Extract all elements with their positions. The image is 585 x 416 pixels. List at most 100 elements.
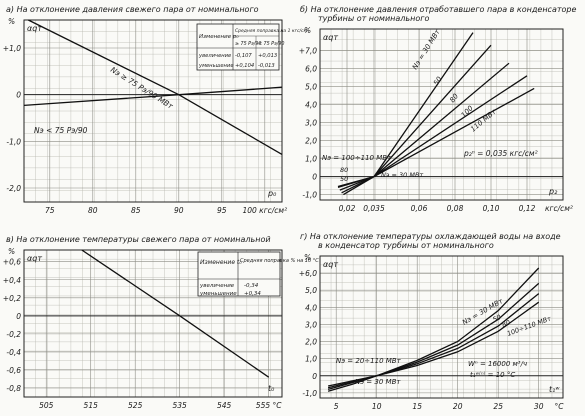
panel-d: 5 10 15 20 25 30 °C +6,0 5,0 4,0 3,0 2,0 1,0 0 -1,0% αq… <box>299 232 564 411</box>
curve-label: Nэ = 20÷110 МВт <box>336 357 402 365</box>
y-tick-label: 1,0 <box>305 155 317 164</box>
x-tick-label: 0,08 <box>447 204 464 213</box>
panel-c: 505 515 525 535 545 555 °C +0,6 +0,4 +0,2 0 -0,2 -0… <box>3 235 319 410</box>
x-tick-label: 505 <box>39 401 54 410</box>
y-axis-symbol: αqт <box>323 33 338 42</box>
y-tick-label: 0 <box>16 312 21 321</box>
x-axis-symbol: t₀ <box>268 384 275 393</box>
x-tick-label: 95 <box>217 206 227 215</box>
table-row-label: увеличение <box>199 283 235 289</box>
x-tick-label: 555 °C <box>256 401 282 410</box>
y-tick-label: +6,0 <box>299 269 317 278</box>
x-tick-label: 85 <box>131 206 141 215</box>
y-tick-label: -0,6 <box>6 366 21 375</box>
y-tick-label: -1,0 <box>302 389 317 398</box>
y-tick-label: 0 <box>312 372 317 381</box>
x-axis-symbol: t₁ʷ <box>549 385 560 394</box>
series-line-3 <box>327 301 540 387</box>
y-axis-symbol: αqт <box>27 24 42 33</box>
x-tick-label: 525 <box>128 401 143 410</box>
table-row-label: уменьшение <box>199 291 237 297</box>
table-header: Изменение t₀ <box>200 259 242 266</box>
x-tick-label: 20 <box>453 402 463 411</box>
grid <box>320 29 563 200</box>
y-tick-label: -1,0 <box>6 137 21 146</box>
x-tick-label: 25 <box>493 402 503 411</box>
y-tick-label: +0,2 <box>3 294 21 303</box>
series-line-1 <box>23 86 283 107</box>
curve-label: 50 <box>491 313 502 324</box>
series-line-0 <box>327 267 540 392</box>
y-tick-label: 6,0 <box>305 65 317 74</box>
table-cell: +0,104 <box>235 63 254 69</box>
table-header: Средняя поправка на 1 кгс/см² <box>235 28 309 34</box>
table-cell: +0,013 <box>258 53 277 59</box>
curve-label: Nэ < 75 Pэ/90 <box>34 126 88 135</box>
series-line-0 <box>81 249 270 378</box>
y-tick-label: -2,0 <box>6 184 21 193</box>
curve-label: Nэ = 30 МВт <box>381 171 423 179</box>
panel-title: б) На отклонение давления отработавшего … <box>300 5 576 14</box>
table-subheader: < 75 Pэ/90 <box>258 41 284 47</box>
panel-b: 0,02 0,035 0,06 0,08 0,10 0,12 кгс/см² +7,0 6,0 5… <box>299 5 577 213</box>
y-tick-label: -0,2 <box>6 330 21 339</box>
y-axis-symbol: αqт <box>27 254 42 263</box>
plot-frame <box>23 249 283 398</box>
table-frame <box>197 251 281 297</box>
x-tick-label: 0,10 <box>483 204 500 213</box>
panel-title: а) На отклонение давления свежего пара о… <box>6 5 259 14</box>
x-tick-label: °C <box>555 402 565 411</box>
table-header: Средняя поправка % на 10 °C <box>240 258 319 264</box>
panel-title: г) На отклонение температуры охлаждающей… <box>300 232 561 241</box>
table-cell: -0,107 <box>235 53 252 59</box>
x-tick-label: 515 <box>84 401 99 410</box>
y-axis-unit: % <box>8 17 15 26</box>
curve-label: 100 <box>460 104 475 120</box>
panel-title: в) На отклонение температуры свежего пар… <box>6 235 271 244</box>
y-tick-label: 5,0 <box>305 83 317 92</box>
x-tick-label: 10 <box>372 402 382 411</box>
x-axis-symbol: p₂ <box>548 187 558 196</box>
x-tick-label: кгс/см² <box>545 204 573 213</box>
curve-label: Nэ = 30 МВт <box>355 378 401 386</box>
y-tick-label: +1,0 <box>3 44 21 53</box>
x-tick-label: 80 <box>88 206 98 215</box>
x-tick-label: 75 <box>45 206 55 215</box>
y-axis-symbol: αqт <box>323 260 338 269</box>
y-tick-label: 1,0 <box>305 355 317 364</box>
x-tick-label: 0,035 <box>363 204 385 213</box>
y-tick-label: 2,0 <box>305 338 317 347</box>
plot-frame <box>23 19 283 203</box>
curve-label: Nэ = 30 МВт <box>411 27 442 71</box>
y-tick-label: 3,0 <box>305 119 317 128</box>
y-tick-label: +0,4 <box>3 276 21 285</box>
y-tick-label: 4,0 <box>305 101 317 110</box>
y-tick-label: -0,8 <box>6 384 21 393</box>
series-line-4 <box>337 87 535 188</box>
x-tick-label: 5 <box>334 402 339 411</box>
x-tick-label: 15 <box>412 402 422 411</box>
x-tick-label: 0,02 <box>339 204 356 213</box>
y-tick-label: 0 <box>16 91 21 100</box>
y-tick-label: 5,0 <box>305 286 317 295</box>
cooling-water-note: Wⁿ = 16000 м³/ч <box>468 360 527 368</box>
panel-title-line2: в конденсатор турбины от номинального <box>318 241 494 250</box>
x-tick-label: 100 кгс/см² <box>242 206 287 215</box>
table-row-label: увеличение <box>198 53 231 59</box>
cooling-water-note: t₁ʷ⁽ⁿ⁾ = 10 °C <box>470 371 515 379</box>
curve-label: 80 <box>501 318 512 329</box>
x-axis-symbol: p₀ <box>267 189 277 198</box>
y-axis-unit: % <box>304 253 311 262</box>
table-header: Изменение p₀ <box>199 34 239 40</box>
y-tick-label: +7,0 <box>299 47 317 56</box>
panel-title-line2: турбины от номинального <box>318 14 429 23</box>
curve-label: 80 <box>340 166 348 174</box>
series-line-2 <box>327 293 540 389</box>
x-tick-label: 0,12 <box>519 204 536 213</box>
panel-a: 75 80 85 90 95 100 кгс/см² +1,0 0 -1,0 -2,0% αqт p₀… <box>3 5 309 215</box>
nominal-pressure-note: p₂ⁿ = 0,035 кгс/см² <box>463 149 538 158</box>
